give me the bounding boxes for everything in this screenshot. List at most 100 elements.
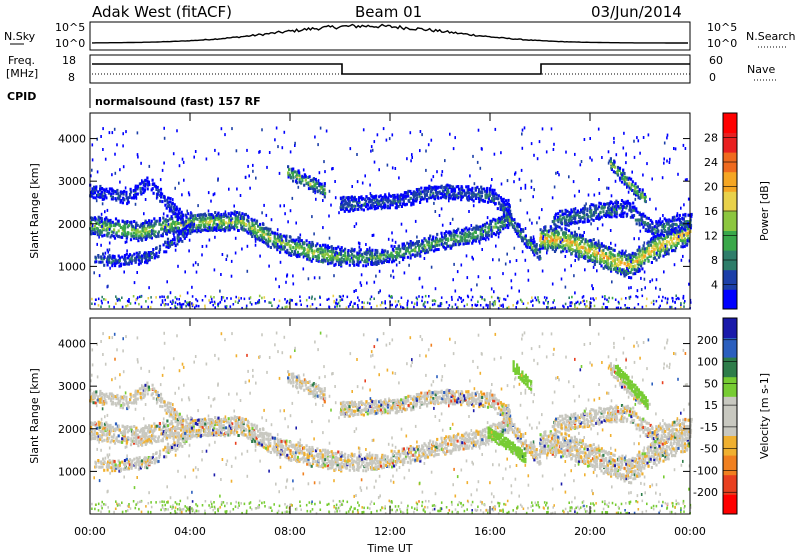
power-echo-cell (368, 206, 371, 210)
power-echo-cell (452, 242, 455, 246)
power-echo-cell (170, 209, 173, 213)
power-echo-cell (314, 182, 317, 186)
power-echo-cell (179, 305, 182, 309)
power-echo-cell (571, 234, 575, 238)
power-echo-cell (183, 236, 186, 240)
power-echo-cell (629, 295, 632, 299)
power-echo-cell (194, 306, 196, 309)
power-echo-cell (617, 253, 621, 257)
power-echo-cell (230, 218, 232, 222)
power-echo-cell (519, 298, 522, 302)
power-echo-cell (222, 296, 225, 299)
power-echo-cell (645, 216, 648, 220)
power-echo-cell (395, 202, 398, 206)
power-echo-cell (657, 224, 660, 228)
power-echo-cell (122, 132, 124, 136)
power-echo-cell (520, 235, 523, 239)
power-echo-cell (259, 222, 262, 226)
power-echo-cell (406, 249, 409, 253)
power-echo-cell (480, 185, 483, 189)
power-echo-cell (564, 285, 567, 289)
power-echo-cell (311, 242, 314, 246)
power-echo-cell (479, 225, 482, 229)
power-echo-cell (437, 185, 440, 189)
power-echo-cell (371, 234, 374, 237)
power-echo-cell (440, 173, 443, 177)
power-echo-cell (585, 202, 587, 206)
power-echo-cell (610, 261, 613, 264)
power-echo-cell (675, 237, 678, 240)
power-echo-cell (416, 189, 419, 193)
power-echo-cell (481, 198, 484, 202)
power-echo-cell (474, 235, 477, 239)
power-echo-cell (532, 250, 535, 253)
power-echo-cell (666, 235, 669, 239)
power-echo-cell (523, 126, 526, 130)
power-echo-cell (613, 160, 616, 164)
power-echo-cell (114, 152, 116, 156)
power-echo-cell (445, 246, 448, 250)
power-echo-cell (554, 226, 558, 230)
power-echo-cell (643, 270, 646, 274)
power-echo-cell (611, 280, 613, 284)
power-echo-cell (654, 239, 657, 242)
power-echo-cell (151, 232, 154, 236)
power-echo-cell (102, 221, 105, 225)
power-echo-cell (137, 255, 140, 259)
power-echo-cell (434, 194, 437, 198)
power-echo-cell (308, 249, 311, 253)
power-echo-cell (188, 193, 191, 197)
power-echo-cell (447, 307, 449, 310)
power-echo-cell (595, 257, 599, 261)
power-echo-cell (400, 296, 403, 299)
power-echo-cell (288, 253, 291, 257)
power-echo-cell (153, 182, 156, 186)
power-echo-cell (565, 239, 568, 243)
power-echo-cell (341, 298, 343, 301)
power-echo-cell (450, 234, 453, 238)
power-echo-cell (476, 236, 479, 240)
velocity-echo-cell (89, 435, 92, 438)
cpid-label: CPID (7, 90, 36, 103)
power-echo-cell (549, 225, 552, 229)
power-echo-cell (173, 241, 176, 245)
power-echo-cell (162, 227, 165, 231)
power-echo-cell (555, 240, 558, 244)
power-echo-cell (168, 244, 172, 248)
power-echo-cell (578, 252, 581, 256)
power-echo-cell (171, 201, 174, 205)
power-echo-cell (333, 274, 335, 278)
power-echo-cell (350, 195, 353, 199)
power-echo-cell (564, 232, 567, 235)
power-echo-cell (578, 302, 581, 306)
power-echo-cell (403, 271, 406, 275)
power-echo-cell (587, 218, 589, 222)
power-echo-cell (566, 241, 569, 245)
power-echo-cell (358, 299, 360, 302)
power-echo-cell (654, 231, 657, 235)
power-echo-cell (119, 264, 122, 268)
velocity-echo-cell (109, 429, 113, 433)
power-echo-cell (664, 250, 667, 254)
power-echo-cell (126, 249, 128, 253)
power-echo-cell (373, 207, 376, 211)
power-echo-cell (328, 236, 331, 240)
power-echo-cell (625, 178, 628, 182)
power-echo-cell (368, 249, 372, 253)
power-echo-cell (326, 246, 329, 250)
power-echo-cell (418, 244, 421, 248)
power-echo-cell (142, 222, 145, 225)
power-echo-cell (117, 192, 120, 196)
power-echo-cell (499, 205, 502, 209)
power-echo-cell (402, 242, 405, 246)
power-echo-cell (389, 253, 392, 257)
power-echo-cell (390, 201, 394, 205)
power-echo-cell (471, 186, 474, 190)
power-echo-cell (224, 299, 226, 303)
power-echo-cell (477, 275, 480, 279)
power-echo-cell (638, 257, 641, 261)
power-echo-cell (150, 236, 153, 240)
power-echo-cell (452, 234, 455, 238)
power-echo-cell (412, 198, 415, 202)
power-echo-cell (109, 218, 112, 222)
